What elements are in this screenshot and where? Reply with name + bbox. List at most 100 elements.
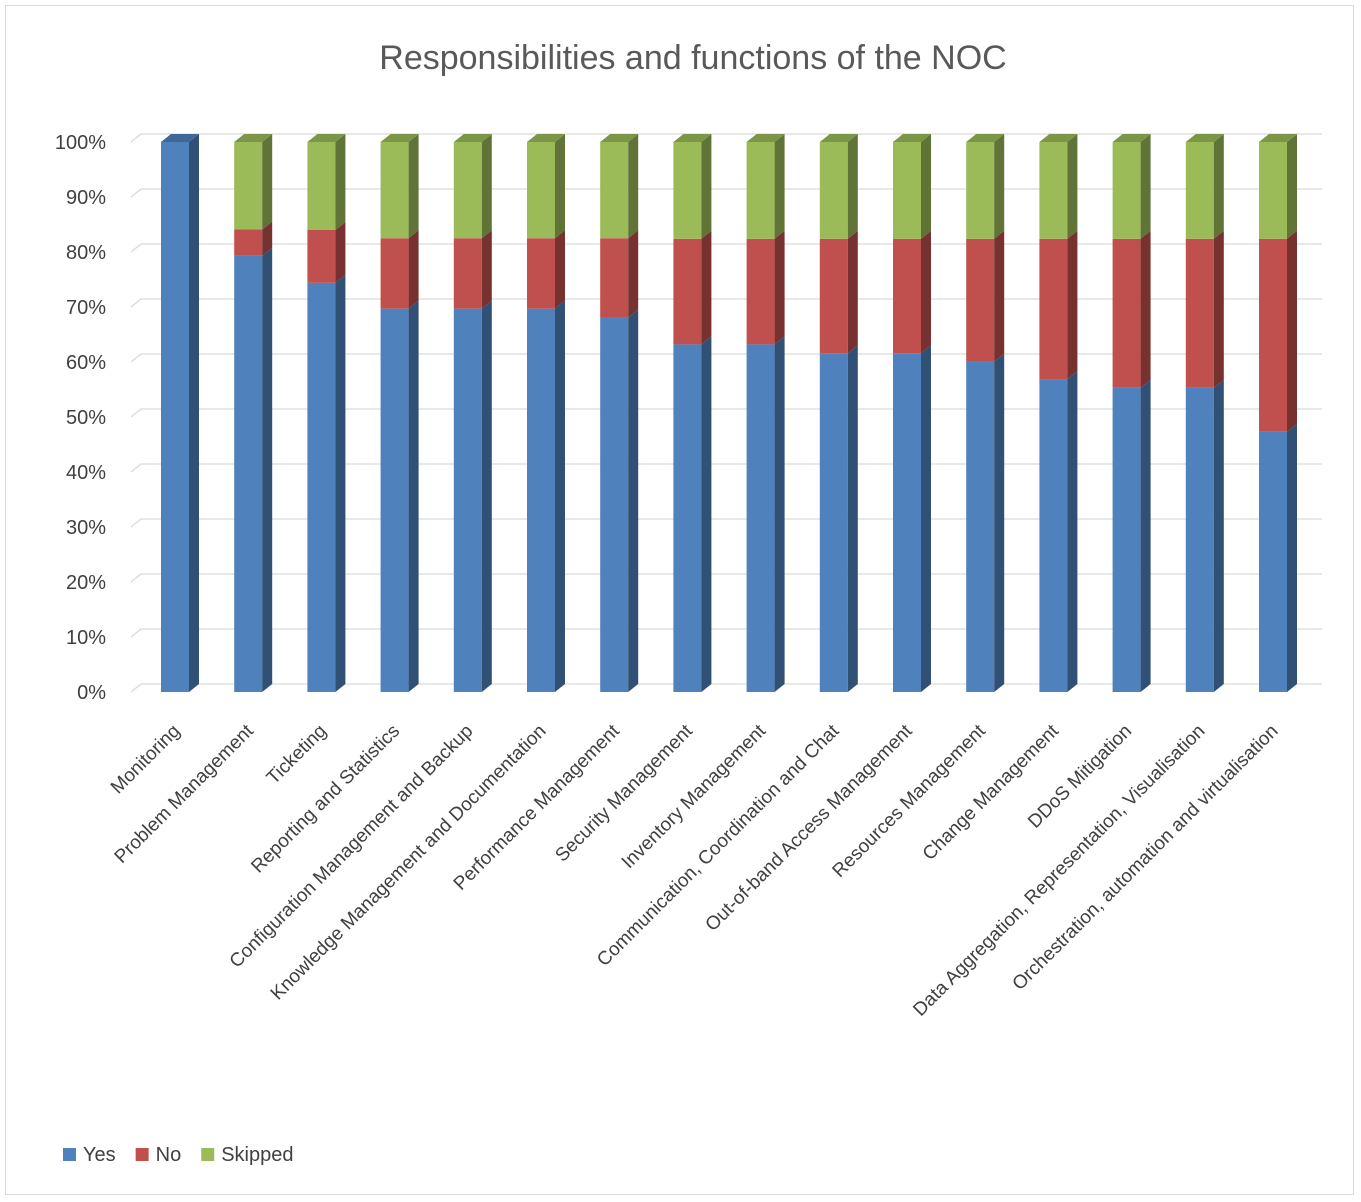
bar-side xyxy=(1140,134,1151,239)
bar-front xyxy=(893,353,921,692)
bar-front xyxy=(746,142,775,239)
bar-segment-skipped xyxy=(380,134,419,239)
bar-side xyxy=(994,230,1005,362)
bar-top xyxy=(1039,134,1078,142)
bar-side xyxy=(994,134,1005,239)
bar-side xyxy=(921,230,931,354)
y-axis-tick-labels: 0% 10% 20% 30% 40% 50% 60% 70% 80% 90% 100% xyxy=(55,132,106,704)
bar-front xyxy=(966,238,995,362)
y-tick-label: 20% xyxy=(66,572,106,594)
bar-front xyxy=(453,142,482,239)
bar-side xyxy=(335,134,346,230)
bar-segment-yes xyxy=(307,274,346,692)
bar-front xyxy=(1185,238,1214,388)
bar-side xyxy=(1213,134,1224,239)
bar-side xyxy=(481,300,492,692)
bar-segment-yes xyxy=(1259,423,1297,692)
x-tick-label: Problem Management xyxy=(111,720,259,868)
x-tick-label: Reporting and Statistics xyxy=(247,721,404,878)
bar-front xyxy=(1185,387,1214,692)
bar-segment-no xyxy=(1112,230,1151,388)
y-tick-label: 60% xyxy=(66,352,106,374)
bar-front xyxy=(1112,238,1141,388)
bar-front xyxy=(234,142,263,230)
bar-segment-yes xyxy=(819,345,858,692)
x-tick-label: Resources Management xyxy=(829,720,991,882)
bar-segment-no xyxy=(380,230,419,309)
bar-segment-yes xyxy=(893,345,931,692)
bar-side xyxy=(555,230,565,309)
bar-side xyxy=(921,134,931,239)
bar-side xyxy=(335,222,346,283)
bar-segment-skipped xyxy=(1259,134,1297,239)
bar-front xyxy=(1112,387,1141,692)
bar-top xyxy=(600,134,639,142)
bar-side xyxy=(1067,230,1078,380)
bar-top xyxy=(1185,134,1224,142)
bar-segment-yes xyxy=(1039,371,1078,692)
bar-side xyxy=(1287,230,1297,432)
bar-front xyxy=(161,142,189,692)
y-tick-label: 0% xyxy=(77,682,106,704)
bar-segment-skipped xyxy=(1039,134,1078,239)
bar-top xyxy=(307,134,346,142)
bar-front xyxy=(307,230,336,283)
bar-side xyxy=(994,353,1005,692)
bar-side xyxy=(921,345,931,692)
bar-segment-yes xyxy=(600,309,639,692)
bar-front xyxy=(600,238,629,318)
y-tick-label: 30% xyxy=(66,517,106,539)
y-tick-label: 80% xyxy=(66,242,106,264)
bar-segment-no xyxy=(1259,230,1297,432)
bar-front xyxy=(380,308,409,692)
bar-side xyxy=(701,134,712,239)
bar-top xyxy=(234,134,273,142)
bar-side xyxy=(847,345,858,692)
bar-front xyxy=(966,142,995,239)
bar-front xyxy=(966,361,995,692)
bar-segment-skipped xyxy=(600,134,639,239)
bar-top xyxy=(966,134,1005,142)
bar-segment-no xyxy=(307,222,346,283)
bar-front xyxy=(307,142,336,230)
bar-segment-no xyxy=(673,230,712,345)
legend-swatch xyxy=(135,1148,149,1161)
bar-side xyxy=(555,300,565,692)
x-tick-label: Security Management xyxy=(551,720,697,866)
bar-front xyxy=(307,282,336,692)
bar-segment-no xyxy=(600,230,639,318)
bar-segment-no xyxy=(966,230,1005,362)
chart-frame: Responsibilities and functions of the NO… xyxy=(5,5,1354,1195)
bar-segment-yes xyxy=(1112,379,1151,692)
bar-segment-no xyxy=(527,230,565,309)
bar-segment-skipped xyxy=(819,134,858,239)
bar-side xyxy=(701,336,712,692)
bar-top xyxy=(819,134,858,142)
bar-side xyxy=(408,134,419,239)
bar-front xyxy=(819,353,848,692)
bar-front xyxy=(1259,142,1287,239)
bar-segment-no xyxy=(1039,230,1078,380)
bar-front xyxy=(600,317,629,692)
legend-label: Skipped xyxy=(221,1144,293,1166)
bar-front xyxy=(234,229,263,256)
bar-segment-yes xyxy=(453,300,492,692)
y-tick-label: 90% xyxy=(66,187,106,209)
legend-swatch xyxy=(63,1148,76,1161)
bar-side xyxy=(1067,371,1078,692)
bar-side xyxy=(628,309,639,692)
bar-segment-yes xyxy=(527,300,565,692)
bar-front xyxy=(453,308,482,692)
bar-side xyxy=(262,134,273,230)
bar-top xyxy=(453,134,492,142)
x-tick-label: Knowledge Management and Documentation xyxy=(267,721,551,1005)
bar-side xyxy=(847,230,858,354)
bar-side xyxy=(847,134,858,239)
bar-top xyxy=(746,134,785,142)
y-tick-label: 10% xyxy=(66,627,106,649)
bar-front xyxy=(1185,142,1214,239)
bar-front xyxy=(1039,142,1068,239)
bar-side xyxy=(189,134,199,692)
bars xyxy=(161,134,1297,692)
